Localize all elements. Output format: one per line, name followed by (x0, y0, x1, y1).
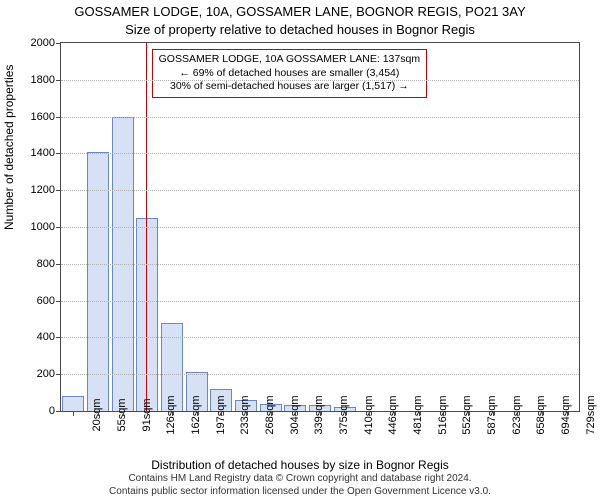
gridline (61, 153, 579, 154)
ytick-label: 1200 (31, 184, 55, 196)
gridline (61, 190, 579, 191)
chart-title: GOSSAMER LODGE, 10A, GOSSAMER LANE, BOGN… (0, 4, 600, 19)
ytick-label: 0 (49, 405, 55, 417)
footer-line-1: Contains HM Land Registry data © Crown c… (0, 473, 600, 486)
ytick-mark (56, 264, 61, 265)
footer-attribution: Contains HM Land Registry data © Crown c… (0, 473, 600, 498)
ytick-label: 1000 (31, 221, 55, 233)
ytick-mark (56, 374, 61, 375)
gridline (61, 80, 579, 81)
ytick-label: 400 (37, 331, 55, 343)
ytick-label: 800 (37, 258, 55, 270)
plot-area: GOSSAMER LODGE, 10A GOSSAMER LANE: 137sq… (60, 42, 580, 412)
ytick-mark (56, 227, 61, 228)
ytick-label: 1800 (31, 74, 55, 86)
annotation-line: 30% of semi-detached houses are larger (… (159, 80, 420, 94)
ytick-mark (56, 80, 61, 81)
ytick-mark (56, 337, 61, 338)
y-axis-label: Number of detached properties (2, 65, 16, 230)
ytick-label: 600 (37, 295, 55, 307)
xtick-label: 729sqm (567, 395, 597, 434)
footer-line-2: Contains public sector information licen… (0, 486, 600, 499)
ytick-mark (56, 117, 61, 118)
gridline (61, 117, 579, 118)
gridline (61, 227, 579, 228)
annotation-line: GOSSAMER LODGE, 10A GOSSAMER LANE: 137sq… (159, 53, 420, 67)
ytick-label: 1400 (31, 147, 55, 159)
annotation-box: GOSSAMER LODGE, 10A GOSSAMER LANE: 137sq… (152, 49, 427, 98)
annotation-line: ← 69% of detached houses are smaller (3,… (159, 67, 420, 81)
ytick-label: 2000 (31, 37, 55, 49)
x-axis-label: Distribution of detached houses by size … (0, 458, 600, 472)
ytick-mark (56, 43, 61, 44)
ytick-label: 1600 (31, 111, 55, 123)
ytick-mark (56, 301, 61, 302)
gridline (61, 264, 579, 265)
ytick-label: 200 (37, 368, 55, 380)
chart-container: GOSSAMER LODGE, 10A, GOSSAMER LANE, BOGN… (0, 0, 600, 500)
ytick-mark (56, 190, 61, 191)
gridline (61, 337, 579, 338)
gridline (61, 374, 579, 375)
ytick-mark (56, 153, 61, 154)
gridline (61, 301, 579, 302)
ytick-mark (56, 411, 61, 412)
chart-subtitle: Size of property relative to detached ho… (0, 22, 600, 37)
